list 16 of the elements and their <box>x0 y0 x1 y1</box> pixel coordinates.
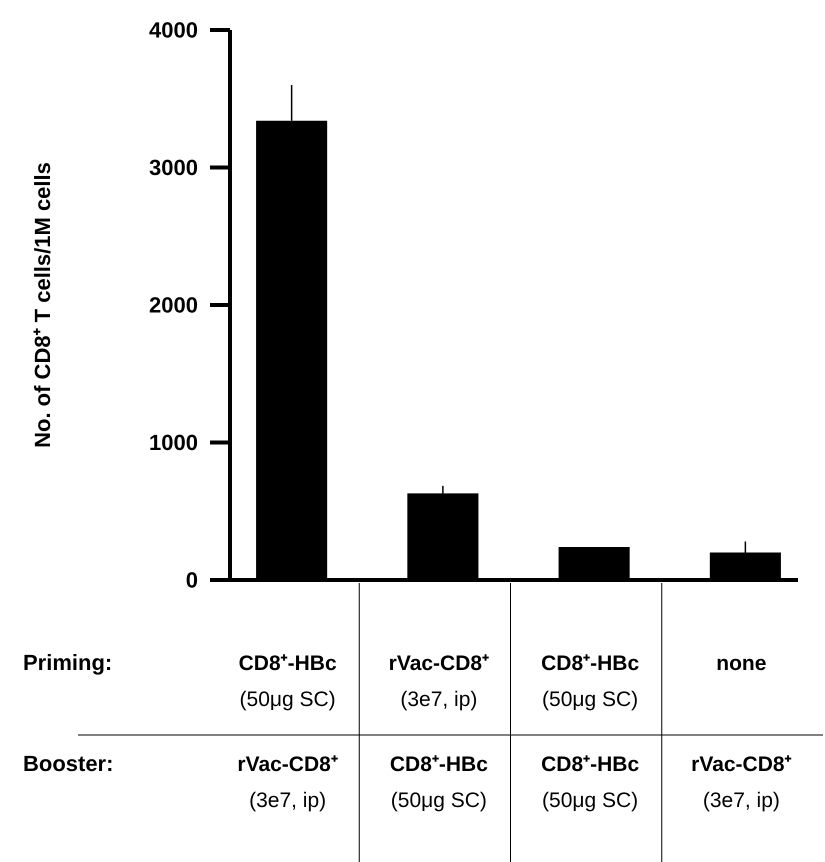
text: rVac-CD8⁺ (3e7, ip) <box>691 753 792 812</box>
text: none <box>716 652 766 675</box>
text: Priming: <box>23 650 112 675</box>
y-tick-label: 1000 <box>149 430 198 456</box>
y-tick-label: 4000 <box>149 18 198 43</box>
text: CD8⁺-HBc (50μg SC) <box>390 753 488 812</box>
text: Booster: <box>23 751 114 776</box>
text: CD8⁺-HBc (50μg SC) <box>541 652 640 711</box>
y-axis-title: No. of CD8⁺ T cells/1M cells <box>30 162 55 448</box>
y-tick-label: 0 <box>186 568 198 593</box>
text: CD8⁺-HBc (50μg SC) <box>238 652 337 711</box>
y-tick-label: 3000 <box>149 155 198 180</box>
text: rVac-CD8⁺ (3e7, ip) <box>388 652 490 711</box>
text: CD8⁺-HBc (50μg SC) <box>541 753 640 812</box>
y-tick-label: 2000 <box>149 292 198 318</box>
text: rVac-CD8⁺ (3e7, ip) <box>237 753 338 812</box>
